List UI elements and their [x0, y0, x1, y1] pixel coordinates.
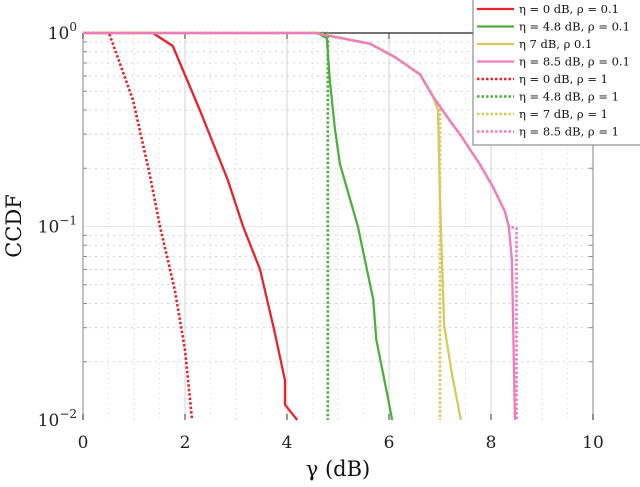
x-tick-label: 6 — [384, 433, 395, 453]
x-tick-label: 4 — [282, 433, 293, 453]
legend-box — [472, 0, 640, 146]
x-tick-label: 10 — [582, 433, 604, 453]
series-line-4 — [83, 31, 194, 421]
tick-labels: 0 2 4 6 8 10 100 10−1 10−2 — [38, 20, 604, 453]
legend-label: η = 8.5 dB, ρ = 1 — [519, 125, 619, 139]
legend-label: η = 0 dB, ρ = 0.1 — [519, 2, 619, 16]
series-line-0 — [83, 31, 299, 421]
series-line-7 — [83, 31, 518, 420]
y-tick-label: 10−2 — [38, 407, 77, 431]
plot-series — [83, 31, 518, 421]
x-axis-label: γ (dB) — [306, 457, 371, 481]
x-tick-label: 8 — [486, 433, 497, 453]
legend-label: η = 4.8 dB, ρ = 0.1 — [519, 20, 630, 34]
legend: η = 0 dB, ρ = 0.1 η = 4.8 dB, ρ = 0.1 η 7 … — [472, 0, 640, 146]
y-tick-label: 10−1 — [38, 214, 77, 238]
y-axis-label: CCDF — [2, 194, 26, 258]
y-tick-label: 100 — [48, 20, 77, 44]
legend-label: η = 8.5 dB, ρ = 0.1 — [519, 55, 630, 69]
legend-label: η 7 dB, ρ 0.1 — [519, 37, 592, 51]
legend-label: η = 4.8 dB, ρ = 1 — [519, 90, 619, 104]
legend-label: η = 7 dB, ρ = 1 — [519, 107, 608, 121]
x-tick-label: 2 — [180, 433, 191, 453]
legend-label: η = 0 dB, ρ = 1 — [519, 72, 608, 86]
x-tick-label: 0 — [78, 433, 89, 453]
series-line-1 — [83, 31, 394, 421]
